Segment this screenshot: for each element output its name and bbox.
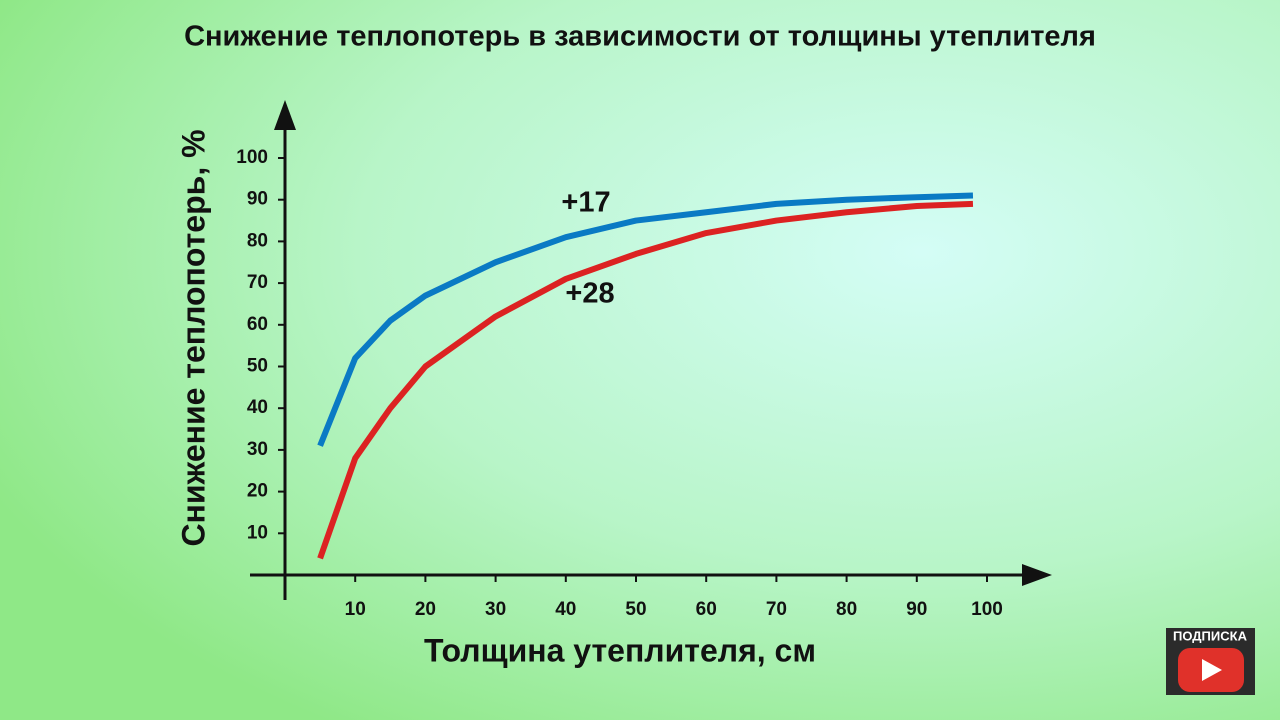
x-tick-label: 20	[415, 599, 436, 620]
y-axis-arrow	[274, 100, 296, 130]
x-tick-label: 50	[625, 599, 646, 620]
x-tick-label: 70	[766, 599, 787, 620]
y-tick-label: 40	[247, 397, 268, 418]
y-tick-label: 30	[247, 439, 268, 460]
x-tick-label: 10	[345, 599, 366, 620]
x-tick-label: 40	[555, 599, 576, 620]
series-line	[317, 200, 974, 560]
x-tick-label: 100	[971, 599, 1003, 620]
series-line	[317, 192, 974, 447]
chart-title: Снижение теплопотерь в зависимости от то…	[184, 21, 1096, 53]
y-axis-label: Снижение теплопотерь, %	[175, 129, 211, 546]
y-tick-label: 90	[247, 189, 268, 210]
x-tick-label: 30	[485, 599, 506, 620]
x-axis-arrow	[1022, 564, 1052, 586]
y-tick-label: 60	[247, 314, 268, 335]
x-tick-label: 60	[696, 599, 717, 620]
subscribe-button[interactable]: ПОДПИСКА	[1166, 628, 1255, 695]
y-tick-label: 10	[247, 522, 268, 543]
y-tick-label: 20	[247, 481, 268, 502]
y-tick-label: 100	[236, 147, 268, 168]
y-tick-label: 70	[247, 272, 268, 293]
annotation: +28	[565, 278, 614, 310]
y-tick-label: 50	[247, 356, 268, 377]
x-tick-label: 80	[836, 599, 857, 620]
annotation: +17	[561, 187, 610, 219]
x-axis-label: Толщина утеплителя, см	[424, 632, 816, 668]
x-tick-label: 90	[906, 599, 927, 620]
play-triangle[interactable]	[1202, 659, 1222, 681]
subscribe-text[interactable]: ПОДПИСКА	[1173, 628, 1248, 643]
y-tick-label: 80	[247, 230, 268, 251]
